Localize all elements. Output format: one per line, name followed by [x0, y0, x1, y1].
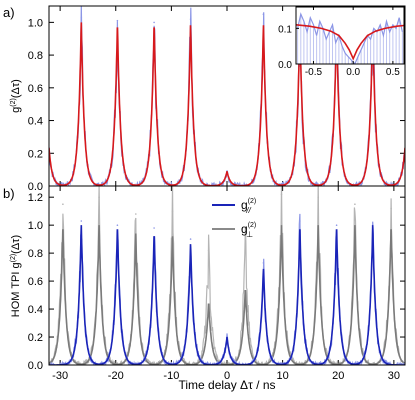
inset-background: [296, 7, 404, 64]
data-point-b-par: [335, 224, 338, 226]
legend-label-perp: g(2) ⊥: [241, 222, 256, 239]
x-tick-label-b: 30: [388, 370, 400, 382]
data-point-a-g2: [80, 16, 83, 19]
data-point-b-perp: [207, 249, 210, 252]
data-point-b-perp: [354, 203, 356, 205]
y-tick-label-a: 0.0: [28, 181, 43, 193]
data-point-b-perp: [280, 193, 283, 196]
data-point-b-perp: [390, 207, 392, 210]
plot-frame-b: [48, 185, 406, 366]
y-tick-label-inset: 0.1: [278, 24, 292, 35]
legend-label-par: g(2)//: [241, 198, 256, 215]
x-tick-label-inset: 0.0: [346, 67, 360, 78]
x-tick-label-b: 20: [332, 370, 344, 382]
y-tick-label-b: 1.2: [28, 192, 43, 204]
y-axis-label-a: g(2)(Δτ): [10, 79, 22, 113]
x-tick-label-inset: 0.5: [386, 67, 400, 78]
y-tick-label-b: 0.0: [28, 360, 43, 372]
y-tick-label-inset: 0.0: [278, 60, 292, 71]
data-point-b-par: [153, 227, 155, 229]
x-tick-label-b: -10: [163, 370, 179, 382]
legend: g(2)// g(2) ⊥: [212, 198, 256, 239]
data-point-a-g2: [189, 18, 192, 20]
y-tick-label-b: 0.6: [28, 276, 43, 288]
y-tick-label-a: 0.8: [28, 50, 43, 62]
chart-panel-a: 0.0 0.2 0.4 0.6 0.8 1.0: [28, 5, 411, 193]
data-point-a-g2: [116, 19, 119, 22]
x-tick-label-b: -20: [108, 370, 124, 382]
axis-ticks-a: 0.0 0.2 0.4 0.6 0.8 1.0: [28, 6, 405, 193]
panel-a-label: a): [3, 5, 15, 20]
data-point-b-perp: [62, 203, 64, 205]
chart-panel-b: 0.0 0.2 0.4 0.6 0.8 1.0 1.2 -30 -20 -10 0 10 20 30: [28, 185, 406, 382]
x-tick-label-inset: -0.5: [305, 67, 323, 78]
series-inset-fit: [296, 24, 404, 61]
plot-frame-inset: [295, 6, 405, 65]
data-point-b-perp: [135, 213, 137, 215]
data-point-a-g2: [409, 20, 411, 22]
series-b-par-fit: [49, 225, 405, 365]
data-point-a-g2: [153, 21, 155, 24]
y-tick-label-a: 0.4: [28, 116, 43, 128]
y-tick-label-a: 0.6: [28, 83, 43, 95]
data-point-b-par: [262, 262, 265, 264]
x-tick-label-b: -30: [52, 370, 68, 382]
data-point-b-par: [80, 220, 83, 222]
data-point-b-perp: [98, 196, 100, 198]
inset-chart: 0.0 0.1 -0.5 0.0 0.5: [278, 6, 405, 78]
data-point-b-perp: [317, 196, 320, 198]
data-point-a-g2: [44, 18, 46, 20]
x-tick-label-b: 0: [224, 370, 230, 382]
y-tick-label-a: 0.2: [28, 148, 43, 160]
data-point-a-g2: [262, 13, 265, 15]
series-a-g2-fit: [49, 22, 405, 186]
y-tick-label-b: 1.0: [28, 220, 43, 232]
data-point-b-par: [299, 220, 301, 222]
axis-ticks-b: 0.0 0.2 0.4 0.6 0.8 1.0 1.2 -30 -20 -10 0 10 20 30: [28, 186, 405, 382]
data-point-b-par: [189, 238, 192, 240]
x-axis-label: Time delay Δτ / ns: [178, 378, 275, 392]
data-point-b-perp: [244, 241, 247, 243]
x-tick-label-b: 10: [277, 370, 289, 382]
y-tick-label-a: 1.0: [28, 17, 43, 29]
y-tick-label-b: 0.8: [28, 248, 43, 260]
panel-b-label: b): [3, 186, 15, 201]
plot-area-inset: [296, 12, 404, 64]
data-point-b-perp: [171, 210, 174, 212]
data-point-b-par: [116, 224, 119, 226]
y-axis-label-b: HOM TPI g(2)(Δτ): [10, 235, 22, 317]
y-tick-label-b: 0.2: [28, 332, 43, 344]
plot-area-b: [49, 186, 405, 365]
y-tick-label-b: 0.4: [28, 304, 43, 316]
